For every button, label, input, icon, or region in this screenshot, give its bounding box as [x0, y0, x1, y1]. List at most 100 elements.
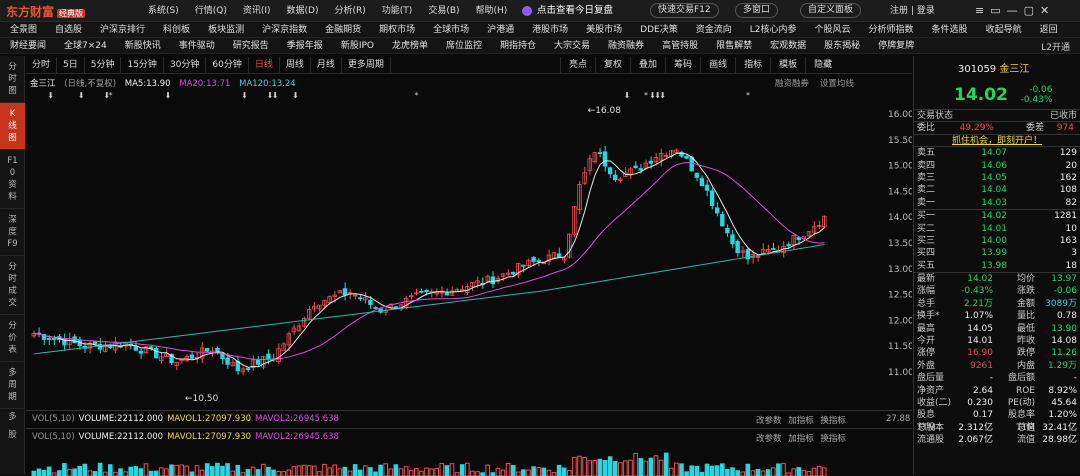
nav-item[interactable]: 沪深京排行: [100, 25, 146, 35]
view-tab[interactable]: 多周期: [0, 362, 25, 409]
event-marker[interactable]: ⬇: [659, 91, 666, 100]
nav-item[interactable]: 大宗交易: [554, 41, 591, 51]
view-tab[interactable]: 分时成交: [0, 256, 25, 315]
nav-item[interactable]: 席位监控: [446, 41, 483, 51]
chart-tool[interactable]: 模板: [770, 57, 805, 74]
event-marker[interactable]: *: [415, 91, 419, 100]
nav-item[interactable]: 季报年报: [286, 41, 323, 51]
event-marker[interactable]: ⬇: [241, 91, 248, 100]
nav-item[interactable]: 新股IPO: [340, 41, 374, 51]
chart-tool[interactable]: 复权: [595, 57, 630, 74]
margin-link[interactable]: 融资融券: [775, 79, 810, 89]
nav-item[interactable]: DDE决策: [640, 25, 678, 35]
nav-item[interactable]: 收起导航: [985, 25, 1022, 35]
view-tab[interactable]: K线图: [0, 103, 25, 150]
menu-item[interactable]: 资讯(I): [242, 6, 271, 16]
nav-item[interactable]: 板块监测: [208, 25, 245, 35]
nav-item[interactable]: 美股市场: [586, 25, 623, 35]
indicator-tools[interactable]: 改参数 加指标 换指标: [756, 416, 846, 426]
nav-item[interactable]: 事件驱动: [178, 41, 215, 51]
nav-item[interactable]: 个股风云: [814, 25, 851, 35]
nav-item[interactable]: 自选股: [55, 25, 83, 35]
event-marker[interactable]: ⬇: [165, 91, 172, 100]
period-tab[interactable]: 更多周期: [342, 57, 391, 73]
chart-tool[interactable]: 筹码: [665, 57, 700, 74]
l2-open-link[interactable]: L2开通: [1041, 43, 1070, 53]
period-tab[interactable]: 5日: [57, 57, 85, 73]
menu-item[interactable]: 交易(B): [428, 6, 460, 16]
event-marker[interactable]: ⬇: [78, 91, 85, 100]
menu-item[interactable]: 系统(S): [148, 6, 179, 16]
chart-tool[interactable]: 叠加: [630, 57, 665, 74]
chart-links[interactable]: 融资融券 设置均线: [775, 77, 854, 89]
nav-item[interactable]: L2核心内参: [749, 25, 797, 35]
nav-item[interactable]: 期权市场: [379, 25, 416, 35]
quick-trade-button[interactable]: 快速交易F12: [650, 3, 719, 18]
login-link[interactable]: 注册 | 登录: [890, 6, 935, 16]
nav-item[interactable]: 科创板: [163, 25, 191, 35]
nav-item[interactable]: 高管持股: [662, 41, 699, 51]
multi-window-button[interactable]: 多窗口: [735, 3, 779, 18]
nav-item[interactable]: 资金流向: [695, 25, 732, 35]
chart-tool[interactable]: 隐藏: [805, 57, 840, 74]
indicator-tools-2[interactable]: 改参数 加指标 换指标: [756, 434, 846, 444]
chart-tool[interactable]: 画线: [700, 57, 735, 74]
chart-tool[interactable]: 指标: [735, 57, 770, 74]
event-marker[interactable]: ⬇: [47, 91, 54, 100]
view-tab[interactable]: F10资料: [0, 150, 25, 209]
event-marker[interactable]: ⬇: [292, 91, 299, 100]
menu-item[interactable]: 帮助(H): [475, 6, 508, 16]
event-marker[interactable]: ⬇: [267, 91, 274, 100]
event-marker[interactable]: ⬇: [103, 91, 110, 100]
nav-item[interactable]: 宏观数据: [770, 41, 807, 51]
event-marker[interactable]: *: [109, 91, 113, 100]
nav-item[interactable]: 限售解禁: [716, 41, 753, 51]
event-marker[interactable]: *: [644, 91, 648, 100]
view-tab[interactable]: 分价表: [0, 315, 25, 362]
nav-item[interactable]: 金融期货: [325, 25, 362, 35]
nav-item[interactable]: 全景图: [10, 25, 38, 35]
period-tab[interactable]: 月线: [311, 57, 342, 73]
nav-item[interactable]: 新股快讯: [124, 41, 161, 51]
menu-item[interactable]: 数据(D): [286, 6, 319, 16]
nav-item[interactable]: 沪深京指数: [262, 25, 308, 35]
nav-item[interactable]: 融资融券: [608, 41, 645, 51]
menu-item[interactable]: 分析(R): [334, 6, 366, 16]
nav-item[interactable]: 期指持仓: [500, 41, 537, 51]
chart-tool[interactable]: 亮点: [560, 57, 595, 74]
nav-item[interactable]: 全球市场: [433, 25, 470, 35]
nav-item[interactable]: 全球7×24: [64, 41, 107, 51]
replay-link[interactable]: 点击查看今日复盘: [522, 3, 613, 19]
menu-item[interactable]: 行情(Q): [194, 6, 227, 16]
nav-item[interactable]: 研究报告: [232, 41, 269, 51]
event-marker[interactable]: *: [746, 91, 750, 100]
window-controls[interactable]: ≡▭—▢✕: [975, 4, 1056, 17]
nav-item[interactable]: 龙虎榜单: [391, 41, 428, 51]
event-marker[interactable]: ⬇: [272, 91, 279, 100]
nav-item[interactable]: 停牌复牌: [878, 41, 915, 51]
event-marker[interactable]: ⬇: [649, 91, 656, 100]
event-marker[interactable]: ⬇: [654, 91, 661, 100]
period-tab[interactable]: 30分钟: [164, 57, 207, 73]
nav-item[interactable]: 分析师指数: [868, 25, 914, 35]
nav-item[interactable]: 港股市场: [532, 25, 569, 35]
kline-chart[interactable]: ←16.08←10.50⬇ ⬇ ⬇* ⬇ ⬇ ⬇⬇ ⬇ * ⬇ * ⬇⬇⬇ *: [26, 88, 871, 410]
nav-item[interactable]: 财经要闻: [10, 41, 47, 51]
view-tab[interactable]: 分时图: [0, 56, 25, 103]
period-tab[interactable]: 分时: [26, 57, 58, 73]
custom-panel-button[interactable]: 自定义面板: [800, 3, 862, 18]
nav-item[interactable]: 条件选股: [931, 25, 968, 35]
nav-item[interactable]: 沪港通: [487, 25, 515, 35]
period-tab[interactable]: 日线: [249, 57, 280, 73]
view-tab[interactable]: 深度F9: [0, 209, 25, 256]
nav-item[interactable]: 返回: [1039, 25, 1058, 35]
event-marker[interactable]: ⬇: [624, 91, 631, 100]
period-tab[interactable]: 15分钟: [121, 57, 164, 73]
menu-item[interactable]: 功能(T): [381, 6, 413, 16]
nav-item[interactable]: 股东揭秘: [824, 41, 861, 51]
period-tab[interactable]: 5分钟: [85, 57, 122, 73]
period-tab[interactable]: 周线: [280, 57, 311, 73]
ma-settings-link[interactable]: 设置均线: [819, 79, 854, 89]
period-tab[interactable]: 60分钟: [206, 57, 249, 73]
open-account-banner[interactable]: 抓住机会，即刻开户！: [951, 135, 1042, 146]
